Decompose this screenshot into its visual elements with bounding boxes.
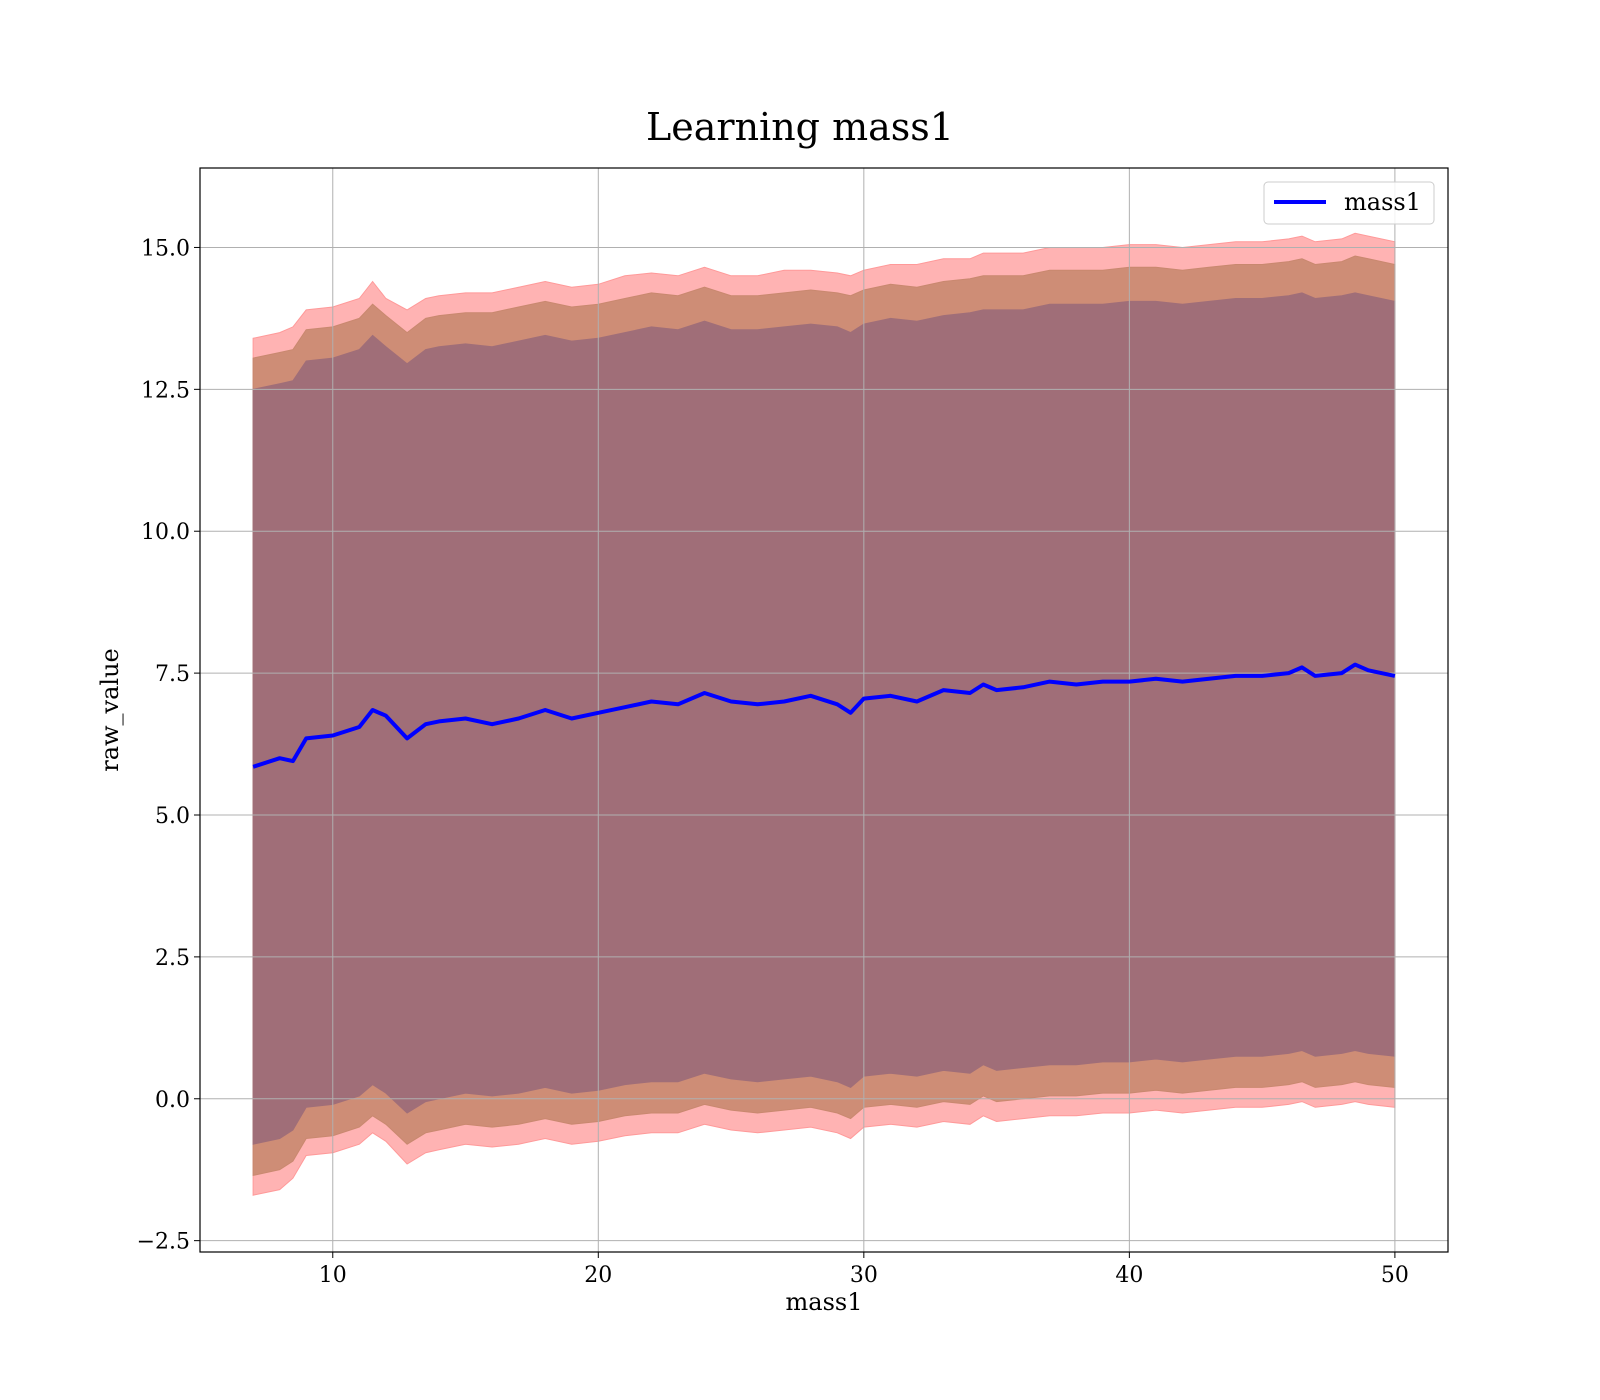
x-axis-label: mass1 (786, 1288, 863, 1316)
x-tick-label: 30 (850, 1263, 878, 1288)
x-axis: 10 20 30 40 50 (319, 1252, 1409, 1288)
y-tick-label: 10.0 (141, 520, 190, 545)
y-tick-label: 12.5 (141, 378, 190, 403)
series-lines (252, 662, 1396, 769)
x-tick-label: 50 (1381, 1263, 1409, 1288)
y-tick-label: 7.5 (155, 662, 190, 687)
gridlines (200, 168, 1448, 1252)
y-axis: −2.5 0.0 2.5 5.0 7.5 10.0 12.5 15.0 (137, 236, 200, 1255)
x-tick-label: 20 (584, 1263, 612, 1288)
legend-frame (1263, 181, 1435, 225)
y-tick-label: 15.0 (141, 236, 190, 261)
series-line-mass1 (252, 662, 1396, 769)
confidence-bands (252, 232, 1396, 1196)
legend-label-mass1: mass1 (1344, 188, 1421, 216)
y-tick-label: −2.5 (137, 1230, 190, 1255)
chart-title: Learning mass1 (646, 105, 954, 149)
plot-frame (199, 167, 1449, 1253)
x-tick-label: 40 (1115, 1263, 1143, 1288)
y-tick-label: 0.0 (155, 1088, 190, 1113)
band-inner-area (252, 292, 1396, 1145)
y-tick-label: 2.5 (155, 946, 190, 971)
legend: mass1 (1263, 181, 1435, 225)
y-tick-label: 5.0 (155, 804, 190, 829)
y-axis-label: raw_value (96, 648, 124, 772)
x-tick-label: 10 (319, 1263, 347, 1288)
